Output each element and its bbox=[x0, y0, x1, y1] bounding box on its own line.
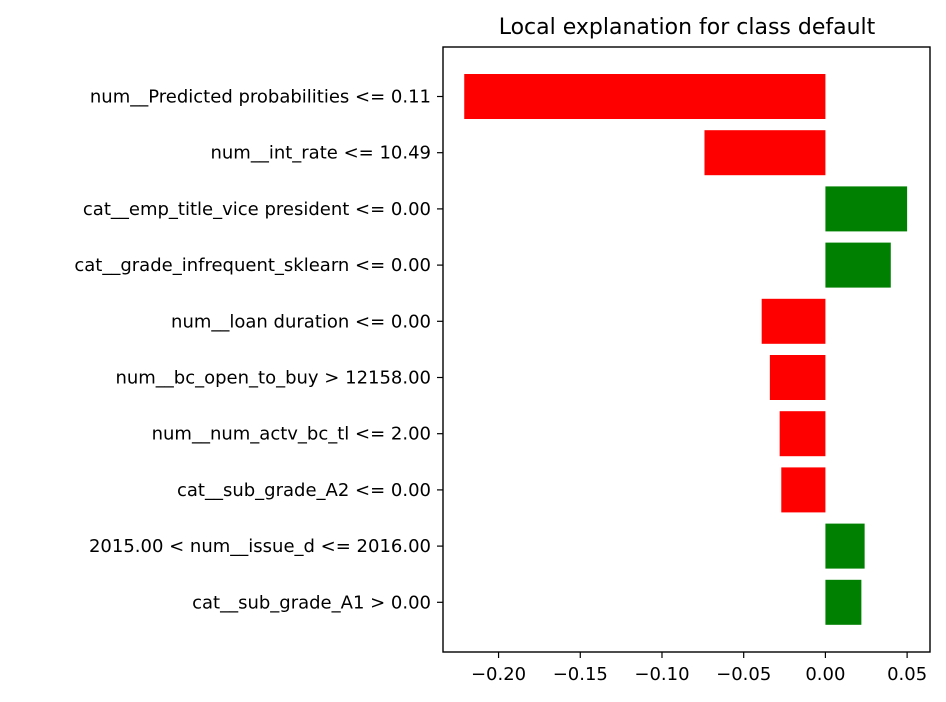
chart-title: Local explanation for class default bbox=[499, 15, 876, 40]
plot-frame bbox=[442, 46, 931, 653]
bar bbox=[825, 579, 862, 625]
bar bbox=[779, 411, 826, 457]
y-tick-label: cat__sub_grade_A1 > 0.00 bbox=[192, 592, 431, 613]
bar bbox=[825, 186, 908, 232]
x-tick-label: −0.15 bbox=[553, 664, 608, 685]
bar bbox=[769, 355, 826, 400]
x-tick-label: 0.00 bbox=[805, 664, 845, 685]
y-tick-label: cat__grade_infrequent_sklearn <= 0.00 bbox=[74, 255, 431, 276]
y-tick-label: 2015.00 < num__issue_d <= 2016.00 bbox=[89, 536, 431, 557]
y-tick-label: num__int_rate <= 10.49 bbox=[210, 143, 431, 164]
x-tick-label: −0.10 bbox=[634, 664, 689, 685]
bar bbox=[464, 74, 826, 119]
bar bbox=[761, 298, 826, 344]
y-tick-label: num__num_actv_bc_tl <= 2.00 bbox=[152, 424, 431, 445]
y-tick-label: cat__emp_title_vice president <= 0.00 bbox=[83, 199, 431, 220]
y-tick-label: num__bc_open_to_buy > 12158.00 bbox=[115, 368, 431, 389]
y-tick-label: cat__sub_grade_A2 <= 0.00 bbox=[177, 480, 431, 501]
bar bbox=[781, 467, 826, 513]
bar bbox=[704, 130, 826, 176]
x-tick-label: 0.05 bbox=[887, 664, 927, 685]
bar bbox=[825, 523, 865, 569]
bar bbox=[825, 242, 891, 288]
x-tick-label: −0.20 bbox=[471, 664, 526, 685]
y-tick-label: num__loan duration <= 0.00 bbox=[171, 311, 431, 332]
y-tick-label: num__Predicted probabilities <= 0.11 bbox=[90, 87, 431, 108]
x-tick-label: −0.05 bbox=[716, 664, 771, 685]
